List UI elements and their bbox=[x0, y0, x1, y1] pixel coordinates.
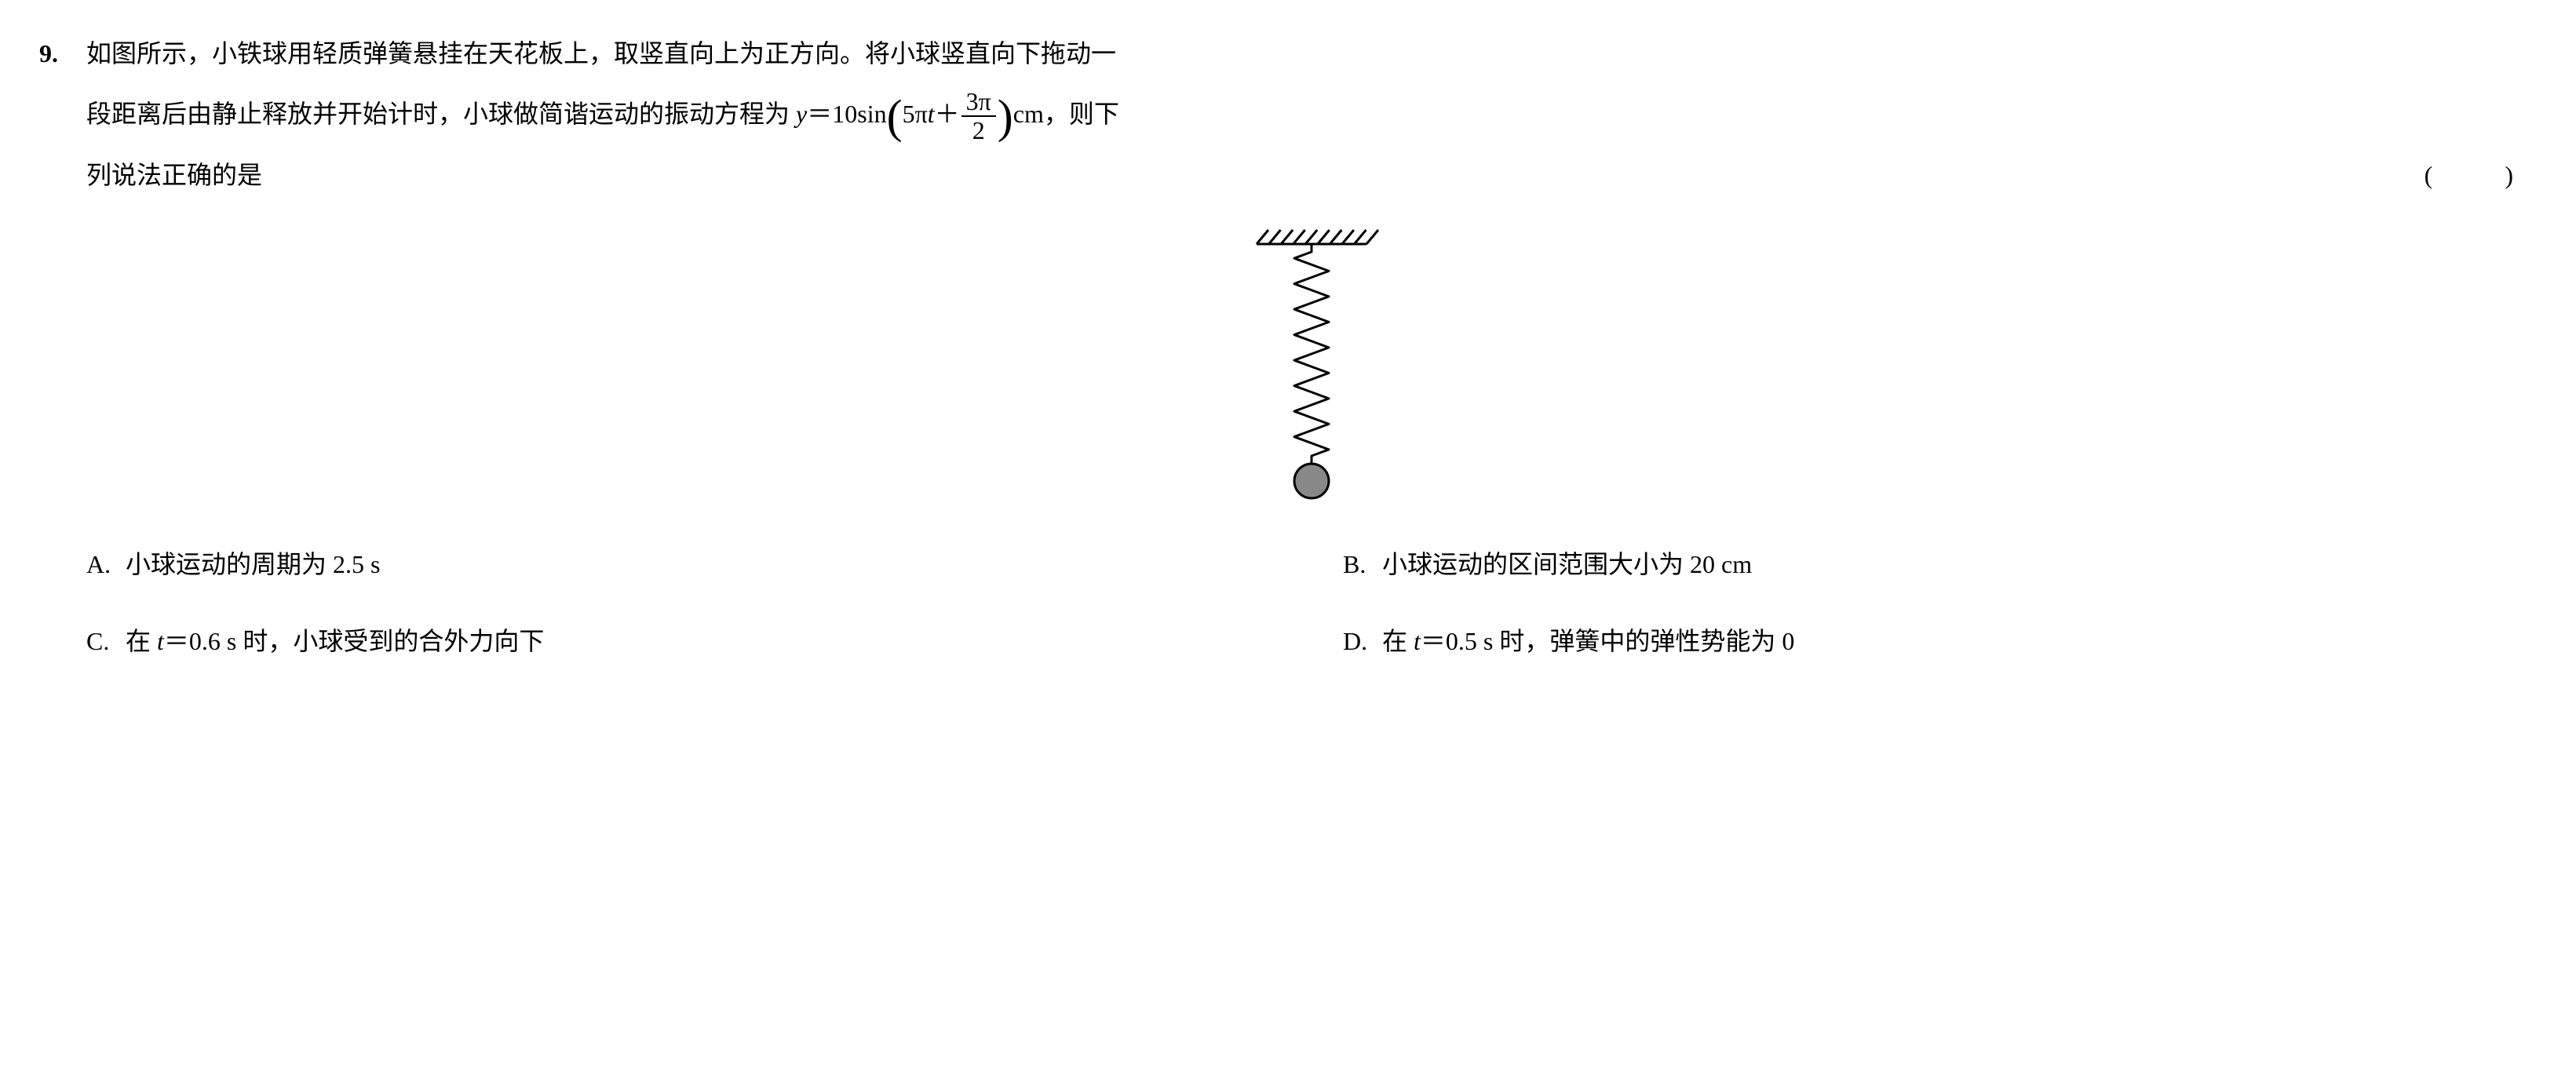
question-body: 如图所示，小铁球用轻质弹簧悬挂在天花板上，取竖直向上为正方向。将小球竖直向下拖动… bbox=[86, 24, 2537, 665]
option-A-label: A. bbox=[86, 542, 126, 588]
spring-figure bbox=[86, 228, 2537, 511]
stem-line1: 如图所示，小铁球用轻质弹簧悬挂在天花板上，取竖直向上为正方向。将小球竖直向下拖动… bbox=[86, 39, 1116, 67]
eq-inner-var: t bbox=[928, 100, 935, 128]
eq-equals: ＝ bbox=[807, 100, 832, 128]
option-C-mid: ＝0.6 s 时，小球受到的合外力向下 bbox=[164, 627, 544, 655]
option-A-text: 小球运动的周期为 2.5 s bbox=[126, 542, 380, 588]
option-C-var: t bbox=[157, 627, 164, 655]
question-stem: 如图所示，小铁球用轻质弹簧悬挂在天花板上，取竖直向上为正方向。将小球竖直向下拖动… bbox=[86, 24, 2537, 205]
stem-line2-pre: 段距离后由静止释放并开始计时，小球做简谐运动的振动方程为 bbox=[86, 100, 796, 128]
eq-lparen: ( bbox=[887, 90, 903, 142]
option-A: A. 小球运动的周期为 2.5 s bbox=[86, 542, 1280, 588]
option-D-mid: ＝0.5 s 时，弹簧中的弹性势能为 0 bbox=[1421, 627, 1794, 655]
option-B-label: B. bbox=[1343, 542, 1382, 588]
stem-line2-post: ，则下 bbox=[1044, 100, 1119, 128]
eq-frac-num: 3π bbox=[961, 88, 996, 117]
option-D-label: D. bbox=[1343, 619, 1382, 665]
option-C: C. 在 t＝0.6 s 时，小球受到的合外力向下 bbox=[86, 619, 1280, 665]
answer-paren: ( ) bbox=[2425, 145, 2537, 206]
option-D-var: t bbox=[1414, 627, 1421, 655]
eq-plus: ＋ bbox=[935, 100, 960, 128]
option-D: D. 在 t＝0.5 s 时，弹簧中的弹性势能为 0 bbox=[1343, 619, 2537, 665]
eq-y: y bbox=[796, 100, 807, 128]
eq-frac-den: 2 bbox=[961, 117, 996, 144]
eq-rparen: ) bbox=[998, 90, 1013, 142]
eq-fraction: 3π 2 bbox=[961, 88, 996, 144]
option-B-text: 小球运动的区间范围大小为 20 cm bbox=[1382, 542, 1752, 588]
options-grid: A. 小球运动的周期为 2.5 s B. 小球运动的区间范围大小为 20 cm … bbox=[86, 542, 2537, 664]
option-B: B. 小球运动的区间范围大小为 20 cm bbox=[1343, 542, 2537, 588]
option-C-pre: 在 bbox=[126, 627, 157, 655]
option-D-pre: 在 bbox=[1382, 627, 1414, 655]
stem-line3: 列说法正确的是 bbox=[86, 161, 262, 189]
spring-svg bbox=[1233, 228, 1390, 511]
option-C-label: C. bbox=[86, 619, 126, 665]
eq-unit: cm bbox=[1013, 100, 1044, 128]
eq-coef: 10sin bbox=[832, 100, 886, 128]
option-D-text: 在 t＝0.5 s 时，弹簧中的弹性势能为 0 bbox=[1382, 619, 1794, 665]
eq-inner-coef: 5π bbox=[903, 100, 928, 128]
question-number: 9. bbox=[39, 24, 86, 84]
option-C-text: 在 t＝0.6 s 时，小球受到的合外力向下 bbox=[126, 619, 544, 665]
